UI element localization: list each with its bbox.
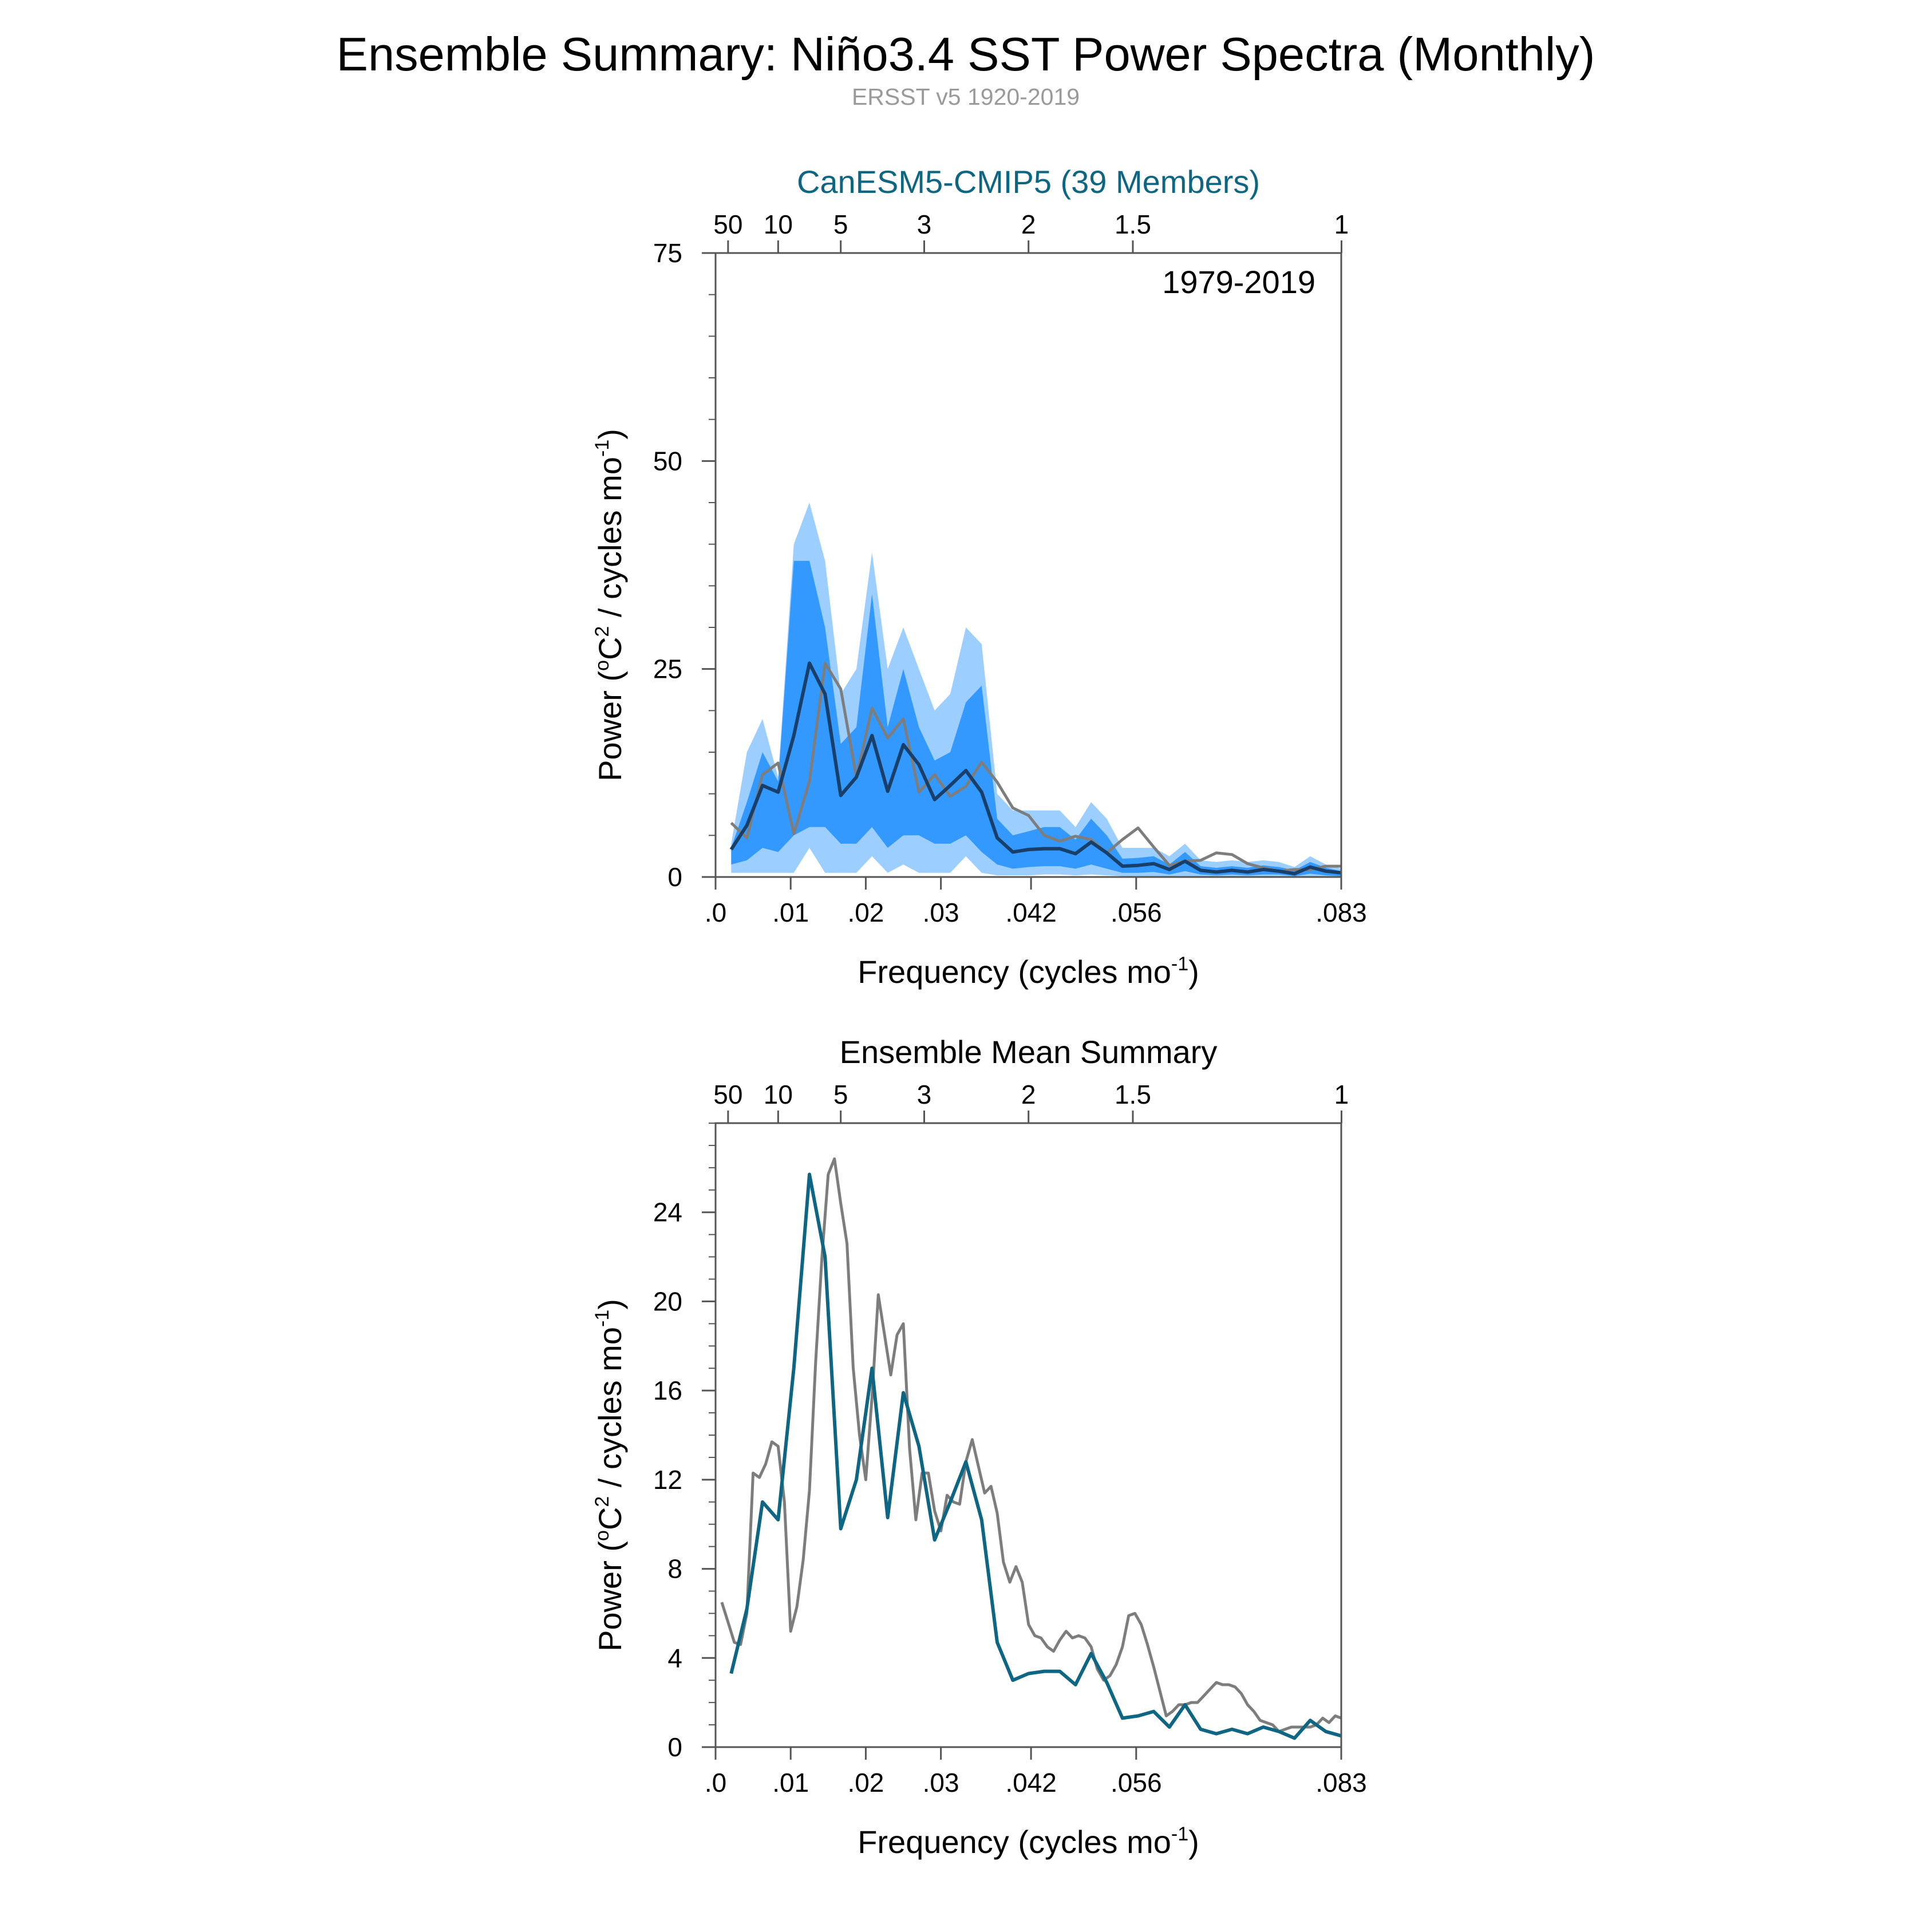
top-period-label: 3 xyxy=(917,1080,932,1109)
panel-title: CanESM5-CMIP5 (39 Members) xyxy=(797,164,1260,200)
top-period-label: 10 xyxy=(764,210,793,239)
y-tick-label: 4 xyxy=(667,1643,682,1673)
obs-line xyxy=(720,1157,1341,1733)
plot-area xyxy=(729,503,1341,877)
x-tick-label: .03 xyxy=(923,898,959,927)
x-axis-title: Frequency (cycles mo-1) xyxy=(858,1823,1199,1860)
x-tick-label: .042 xyxy=(1005,1768,1057,1797)
x-tick-label: .01 xyxy=(772,898,809,927)
top-period-label: 1 xyxy=(1334,1080,1349,1109)
plot-frame xyxy=(714,1122,1342,1748)
x-tick-label: .01 xyxy=(772,1768,809,1797)
band-inner-range xyxy=(731,560,1341,876)
y-tick-label: 12 xyxy=(653,1465,682,1495)
top-period-label: 2 xyxy=(1021,1080,1036,1109)
x-tick-label: .0 xyxy=(705,1768,726,1797)
panel-title: Ensemble Mean Summary xyxy=(840,1034,1218,1070)
top-period-label: 50 xyxy=(713,1080,742,1109)
x-tick-label: .056 xyxy=(1111,1768,1162,1797)
page-title: Ensemble Summary: Niño3.4 SST Power Spec… xyxy=(337,27,1595,81)
top-period-label: 3 xyxy=(917,210,932,239)
ensemble-mean-line xyxy=(729,661,1341,876)
y-tick-label: 8 xyxy=(667,1554,682,1584)
top-period-label: 1.5 xyxy=(1115,1080,1151,1109)
x-tick-label: .042 xyxy=(1005,898,1057,927)
panel-ensemble-range: CanESM5-CMIP5 (39 Members)1979-201902550… xyxy=(591,164,1367,990)
y-tick-label: 16 xyxy=(653,1376,682,1405)
top-period-label: 10 xyxy=(764,1080,793,1109)
y-tick-label: 0 xyxy=(667,1732,682,1762)
x-axis-title: Frequency (cycles mo-1) xyxy=(858,953,1199,990)
y-axis-title: Power (oC2 / cycles mo-1) xyxy=(591,429,628,781)
x-tick-label: .02 xyxy=(847,1768,884,1797)
x-tick-label: .083 xyxy=(1315,898,1367,927)
x-tick-label: .083 xyxy=(1315,1768,1367,1797)
y-tick-label: 20 xyxy=(653,1286,682,1316)
y-axis-title: Power (oC2 / cycles mo-1) xyxy=(591,1299,628,1652)
top-period-label: 5 xyxy=(833,1080,848,1109)
x-tick-label: .02 xyxy=(847,898,884,927)
x-tick-label: .056 xyxy=(1111,898,1162,927)
y-tick-label: 50 xyxy=(653,446,682,476)
page-subtitle: ERSST v5 1920-2019 xyxy=(852,84,1080,110)
model-mean-line xyxy=(729,1172,1341,1740)
top-period-label: 1.5 xyxy=(1115,210,1151,239)
y-tick-label: 24 xyxy=(653,1198,682,1227)
obs-line xyxy=(730,662,1341,873)
y-tick-label: 75 xyxy=(653,238,682,268)
period-label: 1979-2019 xyxy=(1162,264,1315,300)
top-period-label: 1 xyxy=(1334,210,1349,239)
plot-area xyxy=(720,1157,1341,1740)
top-period-label: 50 xyxy=(713,210,742,239)
panel-ensemble-mean: Ensemble Mean Summary04812162024.0.01.02… xyxy=(591,1034,1367,1860)
top-period-label: 2 xyxy=(1021,210,1036,239)
y-tick-label: 0 xyxy=(667,862,682,892)
top-period-label: 5 xyxy=(833,210,848,239)
x-tick-label: .03 xyxy=(923,1768,959,1797)
x-tick-label: .0 xyxy=(705,898,726,927)
y-tick-label: 25 xyxy=(653,654,682,684)
